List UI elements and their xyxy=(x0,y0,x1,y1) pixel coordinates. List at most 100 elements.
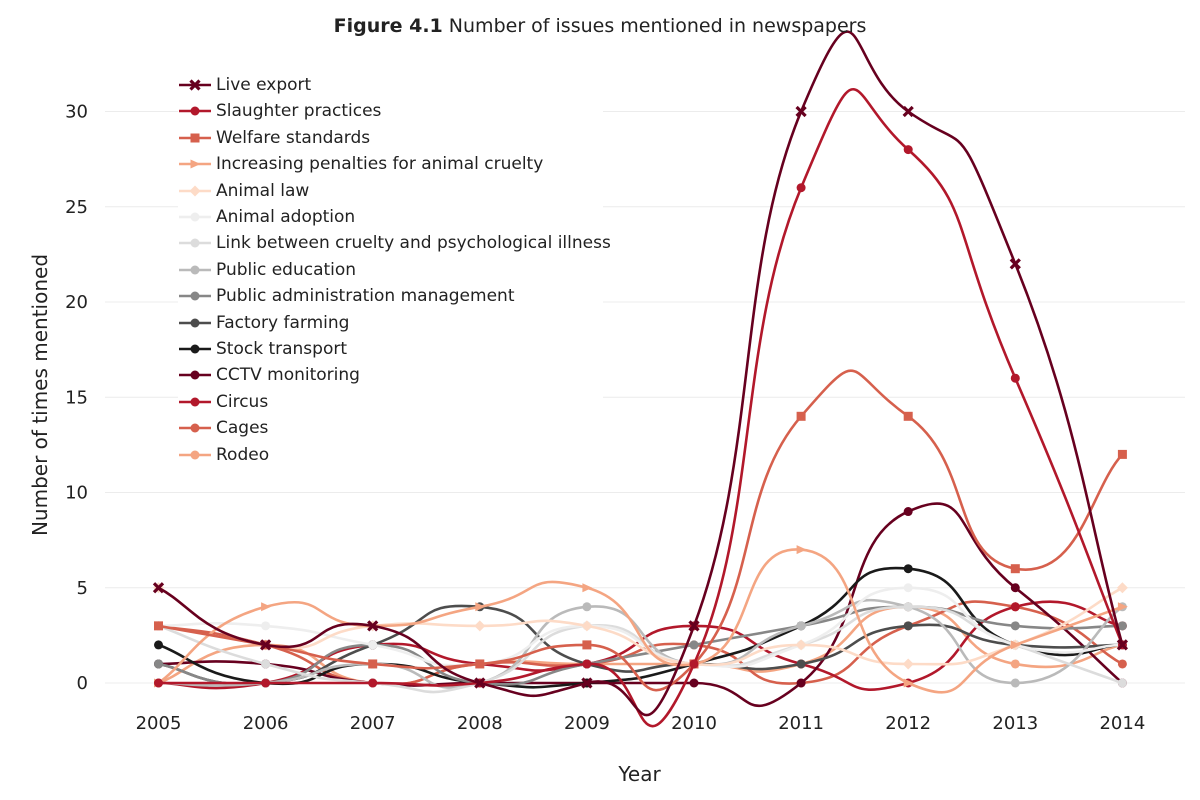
legend-label: Rodeo xyxy=(216,444,270,465)
legend-item: Cages xyxy=(178,415,268,441)
legend-label: Factory farming xyxy=(216,312,350,333)
data-point xyxy=(903,621,913,631)
data-point xyxy=(1117,602,1128,612)
data-point xyxy=(154,659,163,669)
data-point xyxy=(796,411,806,421)
legend-swatch xyxy=(179,344,211,354)
legend-swatch xyxy=(179,450,211,460)
data-point xyxy=(796,545,807,555)
y-tick-label: 15 xyxy=(65,387,88,408)
legend-item: Rodeo xyxy=(178,442,269,468)
legend-swatch xyxy=(179,79,211,91)
legend-swatch xyxy=(179,370,211,380)
data-point xyxy=(1116,582,1128,594)
data-point xyxy=(261,602,272,612)
y-tick-label: 5 xyxy=(77,578,88,599)
data-point xyxy=(796,659,806,669)
data-point xyxy=(795,639,807,651)
data-point xyxy=(154,640,163,650)
legend-swatch-marker xyxy=(190,212,200,222)
legend-label: Public administration management xyxy=(216,286,515,307)
series-line xyxy=(157,586,1124,667)
legend-swatch-marker xyxy=(190,344,200,354)
data-point xyxy=(582,659,592,669)
y-tick-label: 25 xyxy=(65,197,88,218)
x-tick-label: 2010 xyxy=(671,713,717,734)
data-point xyxy=(475,602,486,612)
data-point xyxy=(1010,640,1021,650)
data-point xyxy=(582,602,592,612)
legend-swatch-marker xyxy=(190,370,200,380)
data-point xyxy=(261,678,271,688)
data-point xyxy=(152,582,165,594)
data-point xyxy=(1010,602,1020,612)
chart-title-figure-number: Figure 4.1 xyxy=(333,15,443,37)
data-point xyxy=(902,105,914,118)
legend-swatch xyxy=(179,133,211,143)
series-line xyxy=(157,30,1124,717)
series-line xyxy=(157,566,1124,689)
data-point xyxy=(1117,659,1127,669)
data-point xyxy=(1117,678,1127,688)
data-point xyxy=(582,583,593,593)
legend-label: Circus xyxy=(216,391,269,412)
legend-swatch xyxy=(179,212,211,222)
legend-swatch xyxy=(179,423,211,433)
data-point xyxy=(903,564,913,574)
legend-item: Slaughter practices xyxy=(178,98,381,124)
legend-item: Link between cruelty and psychological i… xyxy=(178,230,611,256)
y-tick-labels: 0 5 10 15 20 25 30 xyxy=(65,102,88,695)
legend-item: Public administration management xyxy=(178,283,514,309)
legend-swatch xyxy=(179,185,211,197)
data-point xyxy=(796,621,806,631)
legend-label: Live export xyxy=(216,75,312,95)
legend-label: Animal law xyxy=(216,180,310,201)
y-tick-label: 30 xyxy=(65,102,88,123)
data-point xyxy=(796,678,806,688)
legend-item: Stock transport xyxy=(178,336,347,362)
series-layer xyxy=(152,30,1129,728)
data-point xyxy=(903,602,913,612)
data-point xyxy=(261,659,271,669)
series-live-export xyxy=(152,30,1129,717)
data-point xyxy=(581,677,593,689)
data-point xyxy=(903,145,913,155)
series-line xyxy=(157,502,1124,708)
legend-swatch xyxy=(179,159,211,169)
x-axis-label: Year xyxy=(618,762,661,786)
data-point xyxy=(1010,583,1020,593)
series-line xyxy=(157,605,1124,694)
legend-swatch-marker xyxy=(190,291,200,301)
x-tick-label: 2007 xyxy=(350,713,396,734)
data-point xyxy=(1009,258,1021,270)
series-line xyxy=(157,605,1124,686)
data-point xyxy=(796,183,806,193)
data-point xyxy=(903,411,913,421)
legend-swatch-marker xyxy=(190,423,200,433)
data-point xyxy=(474,677,486,689)
data-point xyxy=(581,620,593,632)
data-point xyxy=(688,620,700,632)
legend-label: Cages xyxy=(216,418,269,439)
legend-swatch-marker xyxy=(190,318,200,328)
legend-swatch-marker xyxy=(190,450,200,460)
x-tick-label: 2012 xyxy=(885,713,931,734)
data-point xyxy=(689,678,699,688)
data-point xyxy=(1010,678,1020,688)
y-tick-label: 20 xyxy=(65,292,88,313)
x-tick-label: 2005 xyxy=(136,713,182,734)
x-tick-label: 2009 xyxy=(564,713,610,734)
data-point xyxy=(368,659,378,669)
data-point xyxy=(259,639,272,651)
data-point xyxy=(367,620,379,632)
series-line xyxy=(157,548,1124,694)
series-line xyxy=(157,604,1124,686)
y-axis-label: Number of times mentioned xyxy=(28,253,52,537)
legend-item: Factory farming xyxy=(178,310,349,336)
legend: Live export Slaughter practices Welfare st… xyxy=(178,72,611,470)
data-point xyxy=(261,621,271,631)
legend-swatch-marker xyxy=(189,185,201,197)
legend-swatch xyxy=(179,318,211,328)
series-line xyxy=(157,598,1124,689)
legend-swatch-marker xyxy=(190,397,200,407)
